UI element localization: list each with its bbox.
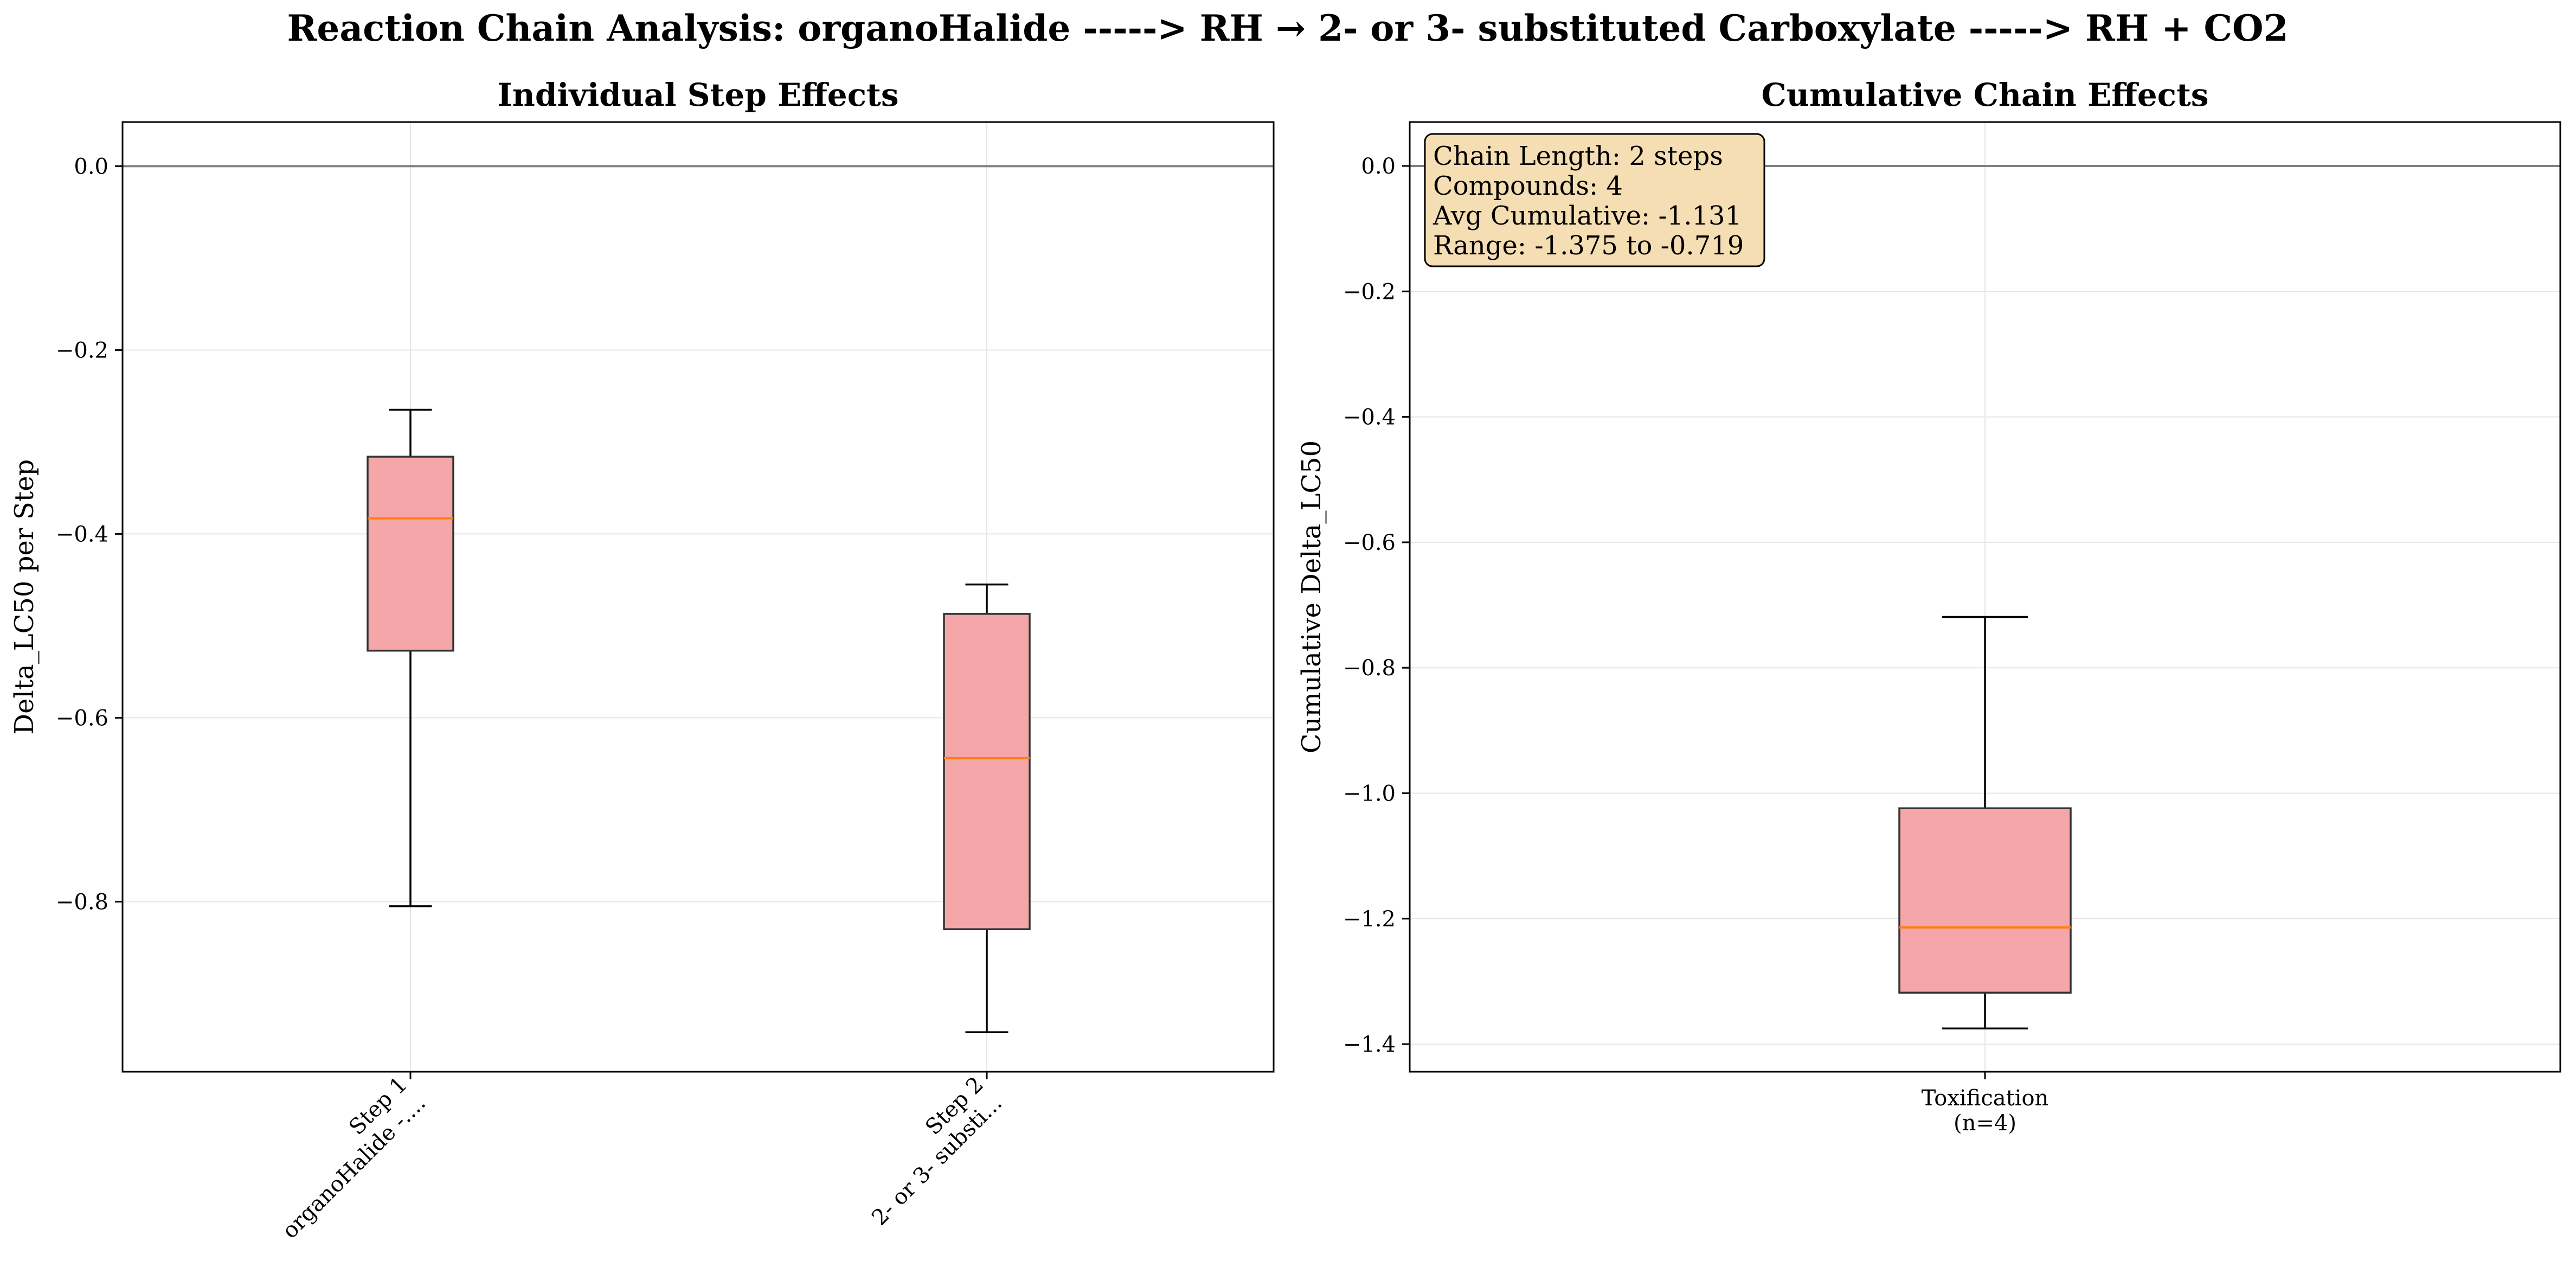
box-iqr xyxy=(367,456,454,652)
chart-title: Cumulative Chain Effects xyxy=(1762,76,2209,113)
y-tick-label: 0.0 xyxy=(74,154,108,179)
y-tick-label: −0.6 xyxy=(56,706,108,731)
y-tick-label: −0.2 xyxy=(56,338,108,363)
annotation-box xyxy=(1424,133,1765,267)
y-axis-label: Cumulative Delta_LC50 xyxy=(1296,440,1327,753)
annotation-line: Range: -1.375 to -0.719 xyxy=(1433,231,1744,261)
y-axis-label: Delta_LC50 per Step xyxy=(9,459,40,735)
x-tick-label-line: (n=4) xyxy=(1954,1111,2016,1136)
y-tick-label: 0.0 xyxy=(1361,154,1396,179)
plot-frame xyxy=(121,121,1275,1073)
y-tick-label: −0.8 xyxy=(1343,656,1396,681)
x-tick-label: Step 22- or 3- substi... xyxy=(867,1072,1007,1231)
box-iqr xyxy=(943,613,1031,931)
y-tick-label: −0.6 xyxy=(1343,530,1396,555)
y-tick-label: −0.4 xyxy=(1343,405,1396,430)
annotation-line: Chain Length: 2 steps xyxy=(1433,141,1723,171)
y-tick-label: −0.2 xyxy=(1343,279,1396,304)
annotation-line: Avg Cumulative: -1.131 xyxy=(1432,201,1742,231)
chart-title: Individual Step Effects xyxy=(498,76,899,113)
annotation-line: Compounds: 4 xyxy=(1433,171,1623,201)
box-iqr xyxy=(1898,807,2072,994)
figure-title: Reaction Chain Analysis: organoHalide --… xyxy=(287,7,2289,49)
x-tick-label-line: Toxification xyxy=(1922,1086,2049,1111)
y-tick-label: −1.4 xyxy=(1343,1032,1396,1057)
chart-cumulative-chain-effects: 0.0 −0.2 −0.4 −0.6 −0.8 −1.0 −1.2 −1.4 Toxificat… xyxy=(1296,76,2561,1136)
y-tick-label: −1.0 xyxy=(1343,781,1396,806)
y-tick-label: −1.2 xyxy=(1343,907,1396,932)
y-tick-label: −0.4 xyxy=(56,522,108,547)
y-tick-label: −0.8 xyxy=(56,889,108,914)
